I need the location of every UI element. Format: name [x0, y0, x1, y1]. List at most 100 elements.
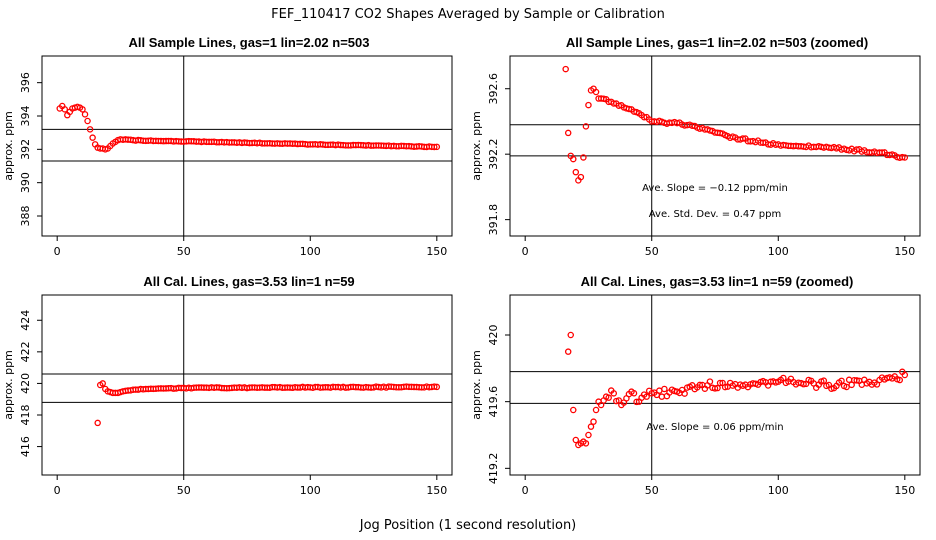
- data-point: [661, 385, 668, 393]
- plot-area: 0 50 100 150 391.8 392.2 392.6 approx. ppm Ave. …: [470, 55, 921, 258]
- x-tick-label: 100: [300, 484, 321, 497]
- panel-cal-lines: All Cal. Lines, gas=3.53 lin=1 n=59 0 50 1…: [2, 274, 453, 497]
- y-axis-label: approx. ppm: [470, 350, 483, 420]
- plot-frame: [509, 294, 921, 476]
- plot-frame: [509, 55, 921, 237]
- data-point: [901, 371, 909, 379]
- data-point: [61, 106, 69, 113]
- y-tick-label: 396: [19, 72, 32, 93]
- data-point: [899, 153, 906, 161]
- x-tick-label: 0: [522, 245, 529, 258]
- y-axis-label: approx. ppm: [2, 350, 15, 420]
- data-point: [625, 105, 633, 113]
- panel-title: All Cal. Lines, gas=3.53 lin=1 n=59 (zoo…: [581, 274, 854, 289]
- data-point: [843, 383, 850, 391]
- data-point: [582, 440, 590, 447]
- data-point: [640, 113, 648, 121]
- x-tick-label: 150: [894, 245, 915, 258]
- data-point: [592, 406, 600, 414]
- data-point: [878, 149, 886, 156]
- x-tick-label: 150: [894, 484, 915, 497]
- panel-sample-lines: All Sample Lines, gas=1 lin=2.02 n=503 0…: [2, 35, 453, 258]
- data-point: [711, 385, 719, 392]
- panel-title: All Sample Lines, gas=1 lin=2.02 n=503: [129, 35, 370, 50]
- data-point: [590, 418, 597, 425]
- plot-area: 0 50 100 150 416 418 420 422 424 approx. ppm: [2, 294, 453, 497]
- y-tick-label: 419.2: [487, 453, 500, 485]
- x-tick-label: 100: [300, 245, 321, 258]
- y-tick-label: 419.6: [487, 386, 500, 418]
- y-tick-label: 391.8: [487, 204, 500, 236]
- data-point: [94, 419, 101, 427]
- y-axis-label: approx. ppm: [470, 111, 483, 181]
- data-point: [696, 381, 704, 389]
- x-tick-label: 0: [54, 484, 61, 497]
- x-tick-label: 50: [177, 245, 191, 258]
- y-tick-label: 422: [19, 341, 32, 362]
- data-point: [570, 155, 577, 163]
- data-point: [896, 376, 904, 384]
- y-tick-label: 392.6: [487, 73, 500, 105]
- data-point: [610, 100, 618, 107]
- data-point: [564, 129, 572, 137]
- data-point: [681, 390, 688, 397]
- y-tick-label: 394: [19, 106, 32, 127]
- data-point: [838, 377, 845, 385]
- data-point: [587, 423, 595, 430]
- x-axis-label: Jog Position (1 second resolution): [359, 518, 577, 533]
- x-tick-label: 50: [645, 484, 659, 497]
- x-tick-label: 100: [768, 484, 789, 497]
- data-point: [433, 383, 441, 391]
- panel-sample-lines-zoomed: All Sample Lines, gas=1 lin=2.02 n=503 (…: [470, 35, 921, 258]
- data-point: [567, 331, 574, 339]
- x-tick-label: 50: [177, 484, 191, 497]
- annotation: Ave. Std. Dev. = 0.47 ppm: [649, 209, 781, 220]
- data-point: [564, 348, 572, 355]
- data-point: [433, 143, 441, 151]
- data-point: [800, 380, 807, 388]
- x-tick-label: 100: [768, 245, 789, 258]
- data-point: [562, 65, 569, 73]
- data-point: [845, 376, 853, 384]
- data-point: [643, 393, 650, 400]
- y-axis-label: approx. ppm: [2, 111, 15, 181]
- x-tick-label: 150: [426, 245, 447, 258]
- data-point: [572, 168, 580, 176]
- y-tick-label: 420: [487, 325, 500, 346]
- data-point: [605, 394, 612, 401]
- annotation: Ave. Slope = −0.12 ppm/min: [642, 183, 788, 194]
- data-point: [610, 390, 618, 397]
- plot-area: 0 50 100 150 388 390 392 394 396 approx. ppm: [2, 55, 453, 258]
- data-point: [431, 143, 438, 151]
- main-title: FEF_110417 CO2 Shapes Averaged by Sample…: [271, 7, 665, 22]
- x-tick-label: 50: [645, 245, 659, 258]
- y-tick-label: 388: [19, 206, 32, 227]
- data-point: [780, 374, 787, 382]
- data-point: [580, 154, 587, 161]
- y-tick-label: 390: [19, 172, 32, 193]
- y-tick-label: 392.2: [487, 138, 500, 170]
- panel-title: All Sample Lines, gas=1 lin=2.02 n=503 (…: [566, 35, 868, 50]
- data-point: [570, 406, 577, 414]
- data-point: [901, 154, 909, 161]
- plot-frame: [41, 294, 453, 476]
- plot-frame: [41, 55, 453, 237]
- annotation: Ave. Slope = 0.06 ppm/min: [646, 422, 783, 433]
- data-point: [714, 384, 721, 392]
- data-point: [633, 398, 640, 406]
- data-point: [86, 126, 94, 133]
- data-point: [585, 101, 592, 109]
- data-point: [572, 436, 580, 444]
- data-point: [84, 117, 91, 125]
- data-point: [716, 379, 724, 387]
- y-tick-label: 420: [19, 373, 32, 394]
- data-point: [853, 377, 860, 384]
- x-tick-label: 0: [54, 245, 61, 258]
- plot-area: 0 50 100 150 419.2 419.6 420 approx. ppm Ave. Sl…: [470, 294, 921, 497]
- data-point: [431, 383, 438, 390]
- y-tick-label: 424: [19, 310, 32, 331]
- data-point: [706, 378, 714, 385]
- data-point: [600, 95, 607, 102]
- data-point: [79, 106, 86, 113]
